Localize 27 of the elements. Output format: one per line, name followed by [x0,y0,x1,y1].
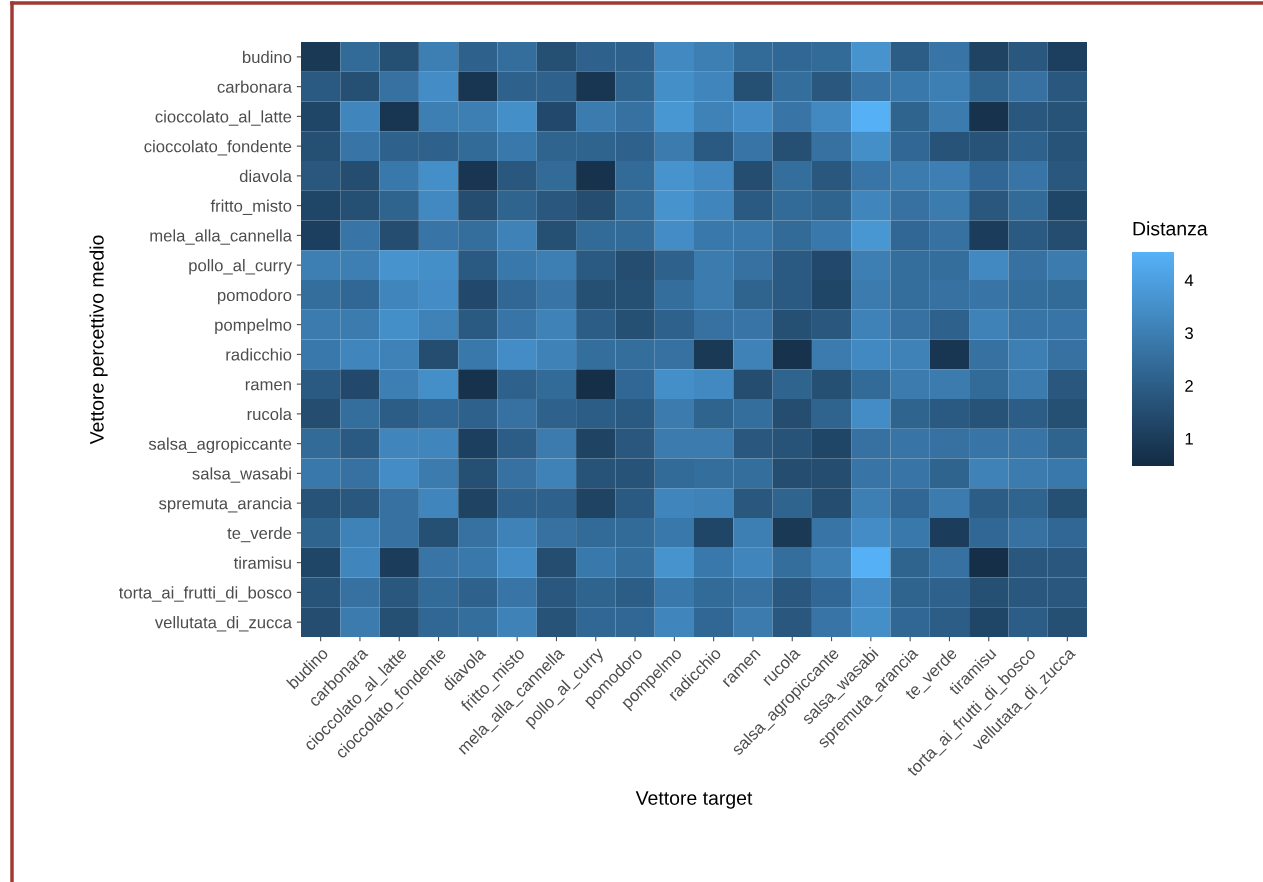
y-tick-label: diavola [239,169,292,183]
y-tick-label: pomodoro [218,288,292,305]
color-bar-title: Distanza [1133,221,1208,236]
y-tick-label: pollo_al_curry [189,259,292,275]
y-axis-title: Vettore percettivo medio [89,235,108,445]
y-tick-label: salsa_wasabi [192,467,291,483]
y-tick-label: torta_ai_frutti_di_bosco [118,586,292,602]
color-bar-label: 3 [1185,327,1193,340]
x-axis-title: Vettore target [635,791,753,809]
y-tick-label: pompelmo [215,318,292,335]
y-tick-label: carbonara [217,80,292,93]
y-tick-label: rucola [247,407,292,421]
y-tick-label: salsa_agropiccante [148,437,292,454]
y-tick-label: spremuta_arancia [159,497,292,513]
color-bar-label: 4 [1184,274,1194,287]
y-tick-label: radicchio [226,348,292,361]
y-tick-label: te_verde [227,526,292,543]
y-tick-label: cioccolato_fondente [144,140,292,156]
color-bar-label: 1 [1185,433,1193,445]
y-tick-label: mela_alla_cannella [150,229,292,245]
y-tick-label: vellutata_di_zucca [154,616,292,632]
y-tick-label: ramen [245,381,291,391]
y-tick-label: fritto_misto [210,199,292,215]
y-tick-label: tiramisu [233,556,291,569]
y-tick-label: budino [243,50,292,64]
y-tick-label: cioccolato_al_latte [155,110,292,126]
color-bar-label: 2 [1185,380,1193,392]
